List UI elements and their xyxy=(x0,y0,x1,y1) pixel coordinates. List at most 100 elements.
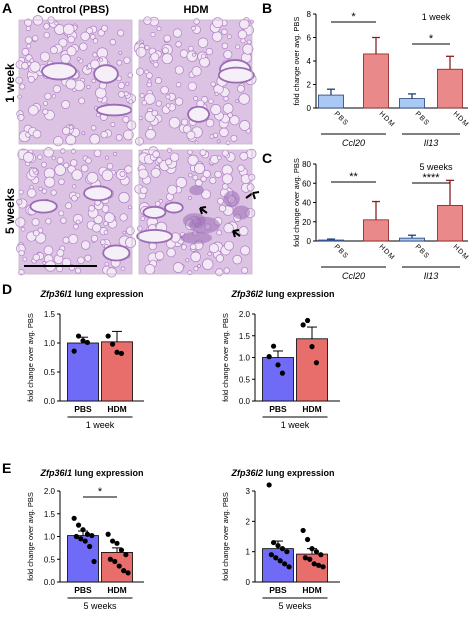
data-point xyxy=(78,536,84,542)
alveolus xyxy=(41,188,48,194)
chart-d-zfp36l1-1week: Zfp36l1 lung expression 0.0 0.5 1.0 1.5 fold … xyxy=(26,289,144,430)
alveolus xyxy=(200,175,207,183)
alveolus xyxy=(60,217,67,224)
alveolus xyxy=(181,118,189,126)
chart-e-zfp36l1-5weeks: Zfp36l1 lung expression 0.0 0.5 1.0 1.5 2.0 fo… xyxy=(26,468,144,611)
y-tick-label: 3 xyxy=(246,487,251,496)
alveolus xyxy=(208,98,214,104)
alveolus xyxy=(103,230,109,235)
x-tick-label: HDM xyxy=(378,243,396,261)
alveolus xyxy=(189,243,197,251)
alveolus xyxy=(118,50,123,55)
alveolus xyxy=(123,129,134,141)
alveolus xyxy=(54,164,66,176)
alveolus xyxy=(72,184,77,189)
alveolus xyxy=(27,75,35,83)
alveolus xyxy=(152,150,160,158)
alveolus xyxy=(127,205,132,210)
alveolus xyxy=(43,147,54,158)
alveolus xyxy=(200,53,206,59)
alveolus xyxy=(237,164,245,172)
y-tick-label: 40 xyxy=(302,199,311,208)
alveolus xyxy=(17,94,22,100)
y-tick-label: 60 xyxy=(302,179,311,188)
alveolus xyxy=(144,69,150,75)
histology-row-label-1week: 1 week xyxy=(3,63,17,103)
y-tick-label: 0.0 xyxy=(44,397,56,406)
alveolus xyxy=(229,115,240,126)
alveolus xyxy=(239,151,249,161)
alveolus xyxy=(37,154,43,160)
alveolus xyxy=(21,48,30,56)
alveolus xyxy=(18,189,24,195)
alveolus xyxy=(207,251,212,257)
alveolus xyxy=(144,93,156,105)
histology-hdm-5weeks xyxy=(134,146,260,277)
alveolus xyxy=(218,204,227,213)
y-tick-label: 0 xyxy=(246,578,251,587)
alveolus xyxy=(154,77,162,85)
alveolus xyxy=(63,23,75,36)
alveolus xyxy=(78,97,86,105)
alveolus xyxy=(227,112,233,118)
alveolus xyxy=(190,251,201,263)
alveolus xyxy=(25,25,31,32)
x-tick-label: HDM xyxy=(107,585,126,595)
alveolus xyxy=(32,167,38,173)
alveolus xyxy=(86,27,93,35)
alveolus xyxy=(235,44,241,50)
alveolus xyxy=(150,52,160,62)
alveolus xyxy=(209,134,214,139)
alveolus xyxy=(141,100,148,106)
alveolus xyxy=(103,212,115,224)
alveolus xyxy=(219,127,229,138)
alveolus xyxy=(192,174,199,181)
alveolus xyxy=(26,43,32,49)
alveolus xyxy=(230,134,238,142)
data-point xyxy=(105,333,111,339)
data-point xyxy=(313,360,320,366)
alveolus xyxy=(192,52,197,57)
histology-hdm-1week xyxy=(133,16,257,146)
alveolus xyxy=(217,155,222,161)
alveolus xyxy=(51,94,57,99)
histology-pbs-5weeks xyxy=(15,147,137,278)
alveolus xyxy=(197,37,209,48)
x-tick-label: PBS xyxy=(333,110,350,127)
alveolus xyxy=(62,126,71,135)
alveolus xyxy=(236,84,245,93)
alveolus xyxy=(187,149,193,155)
alveolus xyxy=(43,245,54,256)
data-point xyxy=(275,362,281,368)
alveolus xyxy=(227,34,232,39)
y-tick-label: 0 xyxy=(307,104,312,113)
alveolus xyxy=(144,264,156,275)
bar xyxy=(318,94,344,109)
alveolus xyxy=(222,183,229,190)
alveolus xyxy=(84,254,92,262)
alveolus xyxy=(43,100,49,106)
inflammatory-infiltrate xyxy=(182,213,206,228)
alveolus xyxy=(224,240,234,251)
y-tick-label: 1.0 xyxy=(44,339,56,348)
alveolus xyxy=(15,217,26,228)
alveolus xyxy=(31,218,40,227)
alveolus xyxy=(246,183,255,192)
alveolus xyxy=(88,205,95,212)
alveolus xyxy=(135,67,144,76)
alveolus xyxy=(210,81,216,87)
alveolus xyxy=(135,136,144,146)
alveolus xyxy=(201,189,212,200)
alveolus xyxy=(50,189,57,196)
alveolus xyxy=(75,219,81,225)
alveolus xyxy=(199,56,210,68)
airway xyxy=(95,103,133,117)
alveolus xyxy=(75,267,82,274)
alveolus xyxy=(93,149,102,158)
alveolus xyxy=(127,72,134,79)
y-tick-label: 2.0 xyxy=(239,310,251,319)
alveolus xyxy=(165,158,173,166)
data-point xyxy=(75,522,82,528)
alveolus xyxy=(241,266,249,274)
y-tick-label: 1.5 xyxy=(44,510,56,519)
